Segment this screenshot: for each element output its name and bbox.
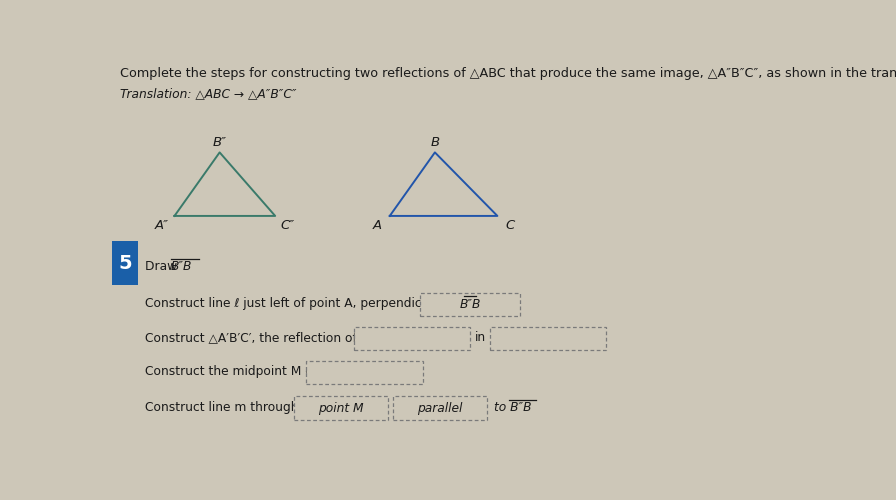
Text: B: B bbox=[430, 136, 439, 149]
Text: C: C bbox=[505, 219, 514, 232]
Text: A″: A″ bbox=[155, 219, 169, 232]
Text: Complete the steps for constructing two reflections of △ABC that produce the sam: Complete the steps for constructing two … bbox=[120, 67, 896, 80]
Text: 5: 5 bbox=[118, 254, 132, 272]
Text: Construct line ℓ just left of point A, perpendicular to: Construct line ℓ just left of point A, p… bbox=[145, 297, 462, 310]
Text: in: in bbox=[475, 332, 486, 344]
Bar bbox=[294, 396, 388, 419]
Text: to B″B: to B″B bbox=[494, 401, 531, 414]
Text: Draw: Draw bbox=[145, 260, 181, 273]
Text: Translation: △ABC → △A″B″C″: Translation: △ABC → △A″B″C″ bbox=[120, 88, 297, 101]
Text: point M: point M bbox=[318, 402, 364, 414]
Bar bbox=[490, 327, 607, 350]
Text: Construct the midpoint M of: Construct the midpoint M of bbox=[145, 366, 317, 378]
Text: B″: B″ bbox=[212, 136, 227, 149]
Text: Construct △A′B′C′, the reflection of: Construct △A′B′C′, the reflection of bbox=[145, 332, 358, 344]
Bar bbox=[354, 327, 470, 350]
Text: B″B: B″B bbox=[171, 260, 193, 273]
Bar bbox=[419, 292, 521, 316]
Bar bbox=[112, 241, 138, 285]
Bar bbox=[393, 396, 487, 419]
Bar bbox=[306, 361, 423, 384]
Text: C″: C″ bbox=[280, 219, 295, 232]
Text: B″B: B″B bbox=[460, 298, 480, 310]
Text: parallel: parallel bbox=[418, 402, 463, 414]
Text: Construct line m through: Construct line m through bbox=[145, 401, 299, 414]
Text: A: A bbox=[373, 219, 382, 232]
